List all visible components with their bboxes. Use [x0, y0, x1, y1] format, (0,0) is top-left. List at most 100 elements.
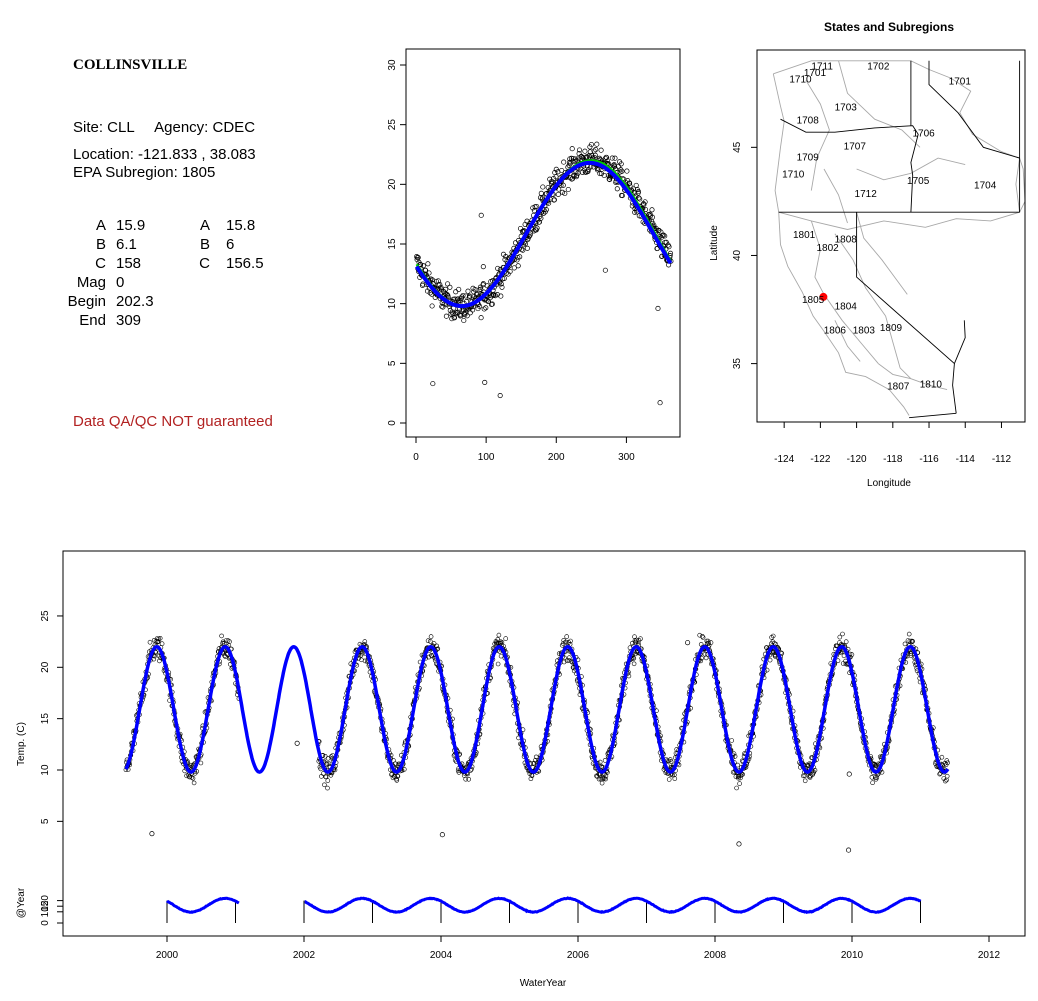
region-label: 1704 — [974, 180, 997, 191]
sub-1801-1802 — [810, 220, 825, 295]
doy-point — [465, 288, 471, 294]
ts-point — [564, 634, 570, 639]
doy-point — [444, 292, 450, 298]
map-title: States and Subregions — [824, 20, 954, 34]
ts-point — [157, 658, 162, 664]
doy-point — [555, 191, 561, 197]
day-of-year-chart: 0 100 200 300 0 5 10 15 20 25 30 — [387, 48, 681, 463]
ts-x-tick-label: 2012 — [978, 950, 1001, 961]
doy-point — [467, 310, 473, 316]
doy-point — [526, 233, 532, 239]
ts-point — [740, 772, 745, 777]
sub-1804-1803 — [823, 294, 879, 364]
doy-x-axis: 0 100 200 300 — [413, 437, 635, 463]
doy-point — [480, 281, 486, 287]
ts-point — [533, 754, 539, 760]
ts-y-label-year: @Year — [16, 887, 27, 918]
ts-point — [667, 757, 673, 762]
subregion-divide-4 — [823, 168, 848, 224]
doy-point — [481, 306, 487, 312]
doy-outlier — [478, 212, 484, 218]
doy-point — [618, 161, 624, 167]
doy-point — [539, 195, 546, 201]
doy-point — [445, 294, 451, 301]
ts-y-tick-label: 5 — [40, 818, 51, 824]
doy-point — [498, 281, 504, 287]
doy-point — [464, 313, 470, 319]
ts-point — [944, 773, 950, 779]
ts-x-tick-label: 2002 — [293, 950, 316, 961]
doy-point — [551, 197, 557, 203]
ts-point — [498, 640, 504, 646]
region-label: 1712 — [855, 189, 878, 200]
doy-point — [642, 199, 648, 205]
ts-outlier — [685, 640, 691, 646]
region-label: 1703 — [835, 103, 858, 114]
doy-point — [561, 159, 567, 165]
region-label: 1711 — [811, 61, 833, 72]
param-label-a2: A — [199, 217, 210, 234]
doy-point — [461, 317, 467, 324]
ts-point — [227, 639, 232, 644]
doy-point — [541, 210, 547, 216]
ts-point — [188, 762, 193, 768]
ts-plot-frame — [62, 550, 1026, 937]
ts-point — [325, 778, 331, 783]
ts-point — [840, 661, 846, 666]
doy-point — [443, 286, 449, 292]
ts-point — [157, 635, 163, 641]
ts-point — [699, 633, 705, 639]
site-agency-line: Site: CLL Agency: CDEC — [73, 119, 256, 136]
ts-point — [638, 636, 643, 642]
ts-point — [599, 764, 605, 770]
ts-point — [191, 780, 197, 786]
ts-point — [427, 639, 433, 644]
region-label: 1710 — [782, 170, 805, 181]
doy-point — [565, 186, 571, 193]
ts-point — [394, 778, 400, 783]
ts-point — [770, 639, 776, 645]
doy-point — [593, 147, 599, 153]
ts-y-tick-label: 10 — [40, 764, 51, 776]
ts-point — [910, 638, 915, 644]
ts-x-tick-label: 2004 — [430, 950, 453, 961]
ts-point — [392, 774, 398, 780]
doy-point — [598, 147, 604, 153]
ts-point — [734, 785, 739, 791]
map-x-tick-label: -122 — [810, 454, 830, 465]
doy-fit-lines — [415, 159, 673, 309]
ts-y2-tick-label: 0 — [40, 920, 51, 926]
doy-point — [498, 293, 504, 299]
doy-point — [495, 265, 501, 271]
doy-point — [597, 171, 603, 177]
doy-point — [477, 303, 483, 309]
region-label: 1802 — [816, 243, 839, 254]
ts-point — [769, 635, 774, 640]
doy-point — [605, 158, 611, 164]
map-y-tick-label: 40 — [732, 249, 743, 261]
doy-point — [612, 155, 618, 161]
doy-point — [538, 190, 544, 196]
map-x-tick-label: -120 — [847, 454, 867, 465]
doy-point — [534, 225, 540, 231]
ts-x-tick-label: 2008 — [704, 950, 727, 961]
subregion-divide-3 — [856, 157, 966, 181]
ts-point — [560, 641, 566, 646]
doy-point — [440, 304, 446, 310]
subregion-divide-2 — [838, 60, 921, 148]
doy-point — [483, 305, 489, 311]
region-label: 1809 — [880, 323, 903, 334]
doy-point — [612, 163, 618, 169]
doy-point — [629, 203, 635, 209]
doy-y-tick-label: 30 — [387, 59, 398, 71]
ts-point — [566, 655, 572, 661]
ts-point — [631, 661, 637, 667]
doy-outlier — [602, 267, 608, 273]
ts-point — [190, 775, 196, 781]
doy-point — [459, 294, 465, 300]
ts-x-tick-label: 2006 — [567, 950, 590, 961]
doy-point — [666, 244, 672, 250]
doy-point — [556, 186, 562, 192]
